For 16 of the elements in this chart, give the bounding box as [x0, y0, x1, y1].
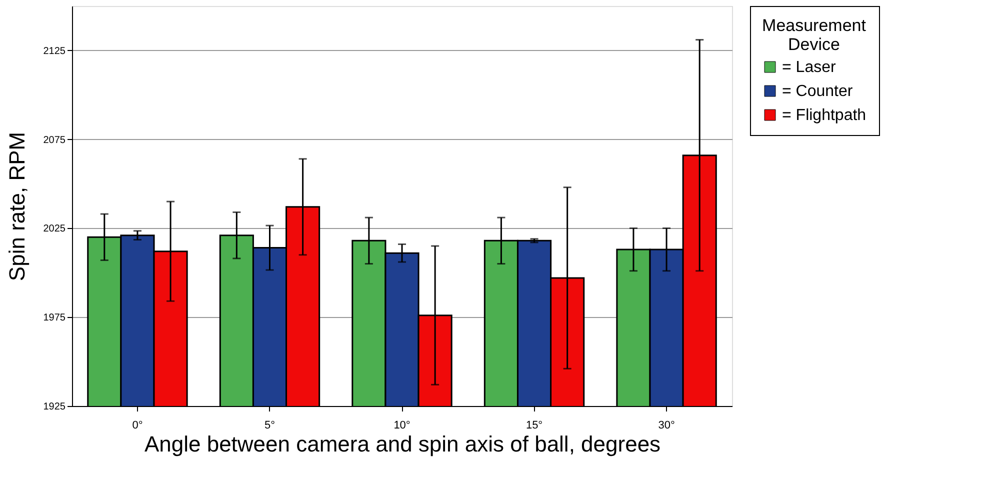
y-axis-title: Spin rate, RPM — [4, 132, 30, 282]
x-tick-label: 0° — [132, 420, 143, 432]
x-axis-title: Angle between camera and spin axis of ball, degrees — [144, 432, 661, 456]
y-tick-label: 2075 — [43, 134, 66, 146]
x-tick-label: 30° — [658, 420, 675, 432]
legend-label: = Laser — [782, 59, 836, 76]
y-tick-label: 1925 — [43, 402, 66, 412]
legend-label: = Counter — [782, 83, 854, 100]
legend-title: Measurement Device — [762, 16, 866, 54]
y-tick-label: 2125 — [43, 46, 66, 57]
y-tick-label: 2025 — [43, 224, 66, 235]
x-tick-label: 5° — [264, 420, 275, 432]
legend-label: = Flightpath — [782, 107, 866, 124]
y-tick-label: 1975 — [43, 312, 66, 324]
x-tick-label: 10° — [394, 420, 410, 432]
x-tick-label: 15° — [526, 420, 543, 432]
